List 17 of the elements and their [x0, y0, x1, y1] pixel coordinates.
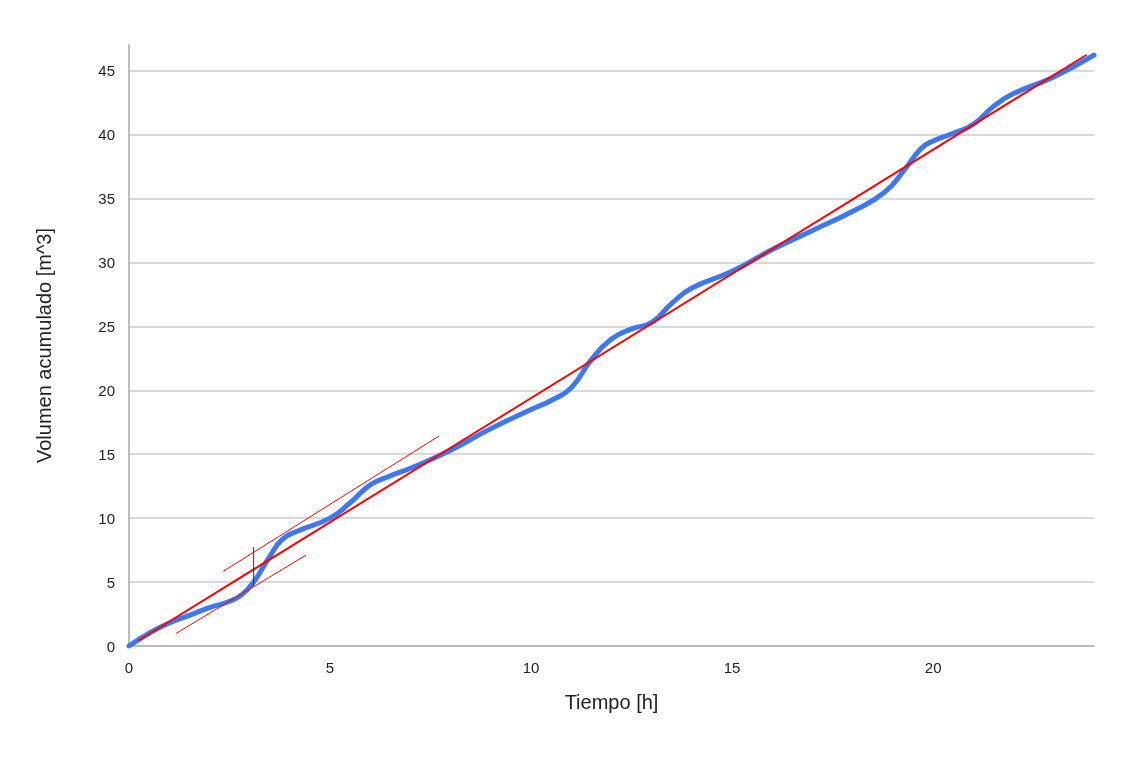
- x-tick-label: 5: [325, 659, 335, 676]
- x-tick-label: 20: [924, 659, 942, 676]
- y-tick-label: 10: [98, 509, 115, 527]
- x-tick-label: 0: [124, 659, 134, 676]
- x-axis-title: Tiempo [h]: [564, 691, 659, 713]
- y-tick-label: 5: [106, 573, 115, 591]
- y-tick-label: 45: [98, 62, 115, 80]
- x-tick-label: 15: [723, 659, 741, 676]
- y-tick-label: 35: [98, 189, 115, 207]
- y-tick-label: 20: [98, 381, 115, 399]
- y-tick-label: 30: [98, 253, 115, 271]
- y-tick-label: 25: [98, 317, 115, 335]
- y-axis-title: Volumen acumulado [m^3]: [33, 227, 55, 464]
- y-tick-label: 0: [106, 637, 115, 655]
- x-tick-label: 10: [522, 659, 540, 676]
- y-tick-label: 15: [98, 445, 115, 463]
- y-tick-label: 40: [98, 126, 115, 144]
